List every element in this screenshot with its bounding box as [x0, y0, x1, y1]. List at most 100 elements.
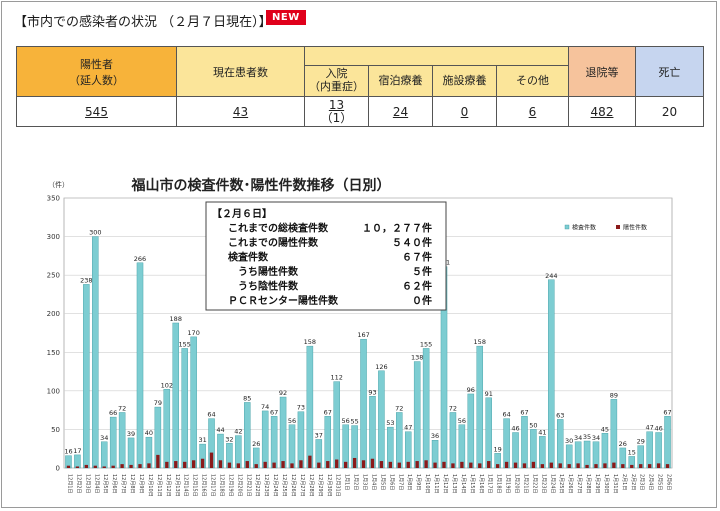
legend-swatch-positive [616, 225, 620, 229]
test-count-bar [360, 338, 367, 469]
header-hotel-label: 宿泊療養 [378, 73, 423, 87]
test-count-data-label: 45 [601, 425, 609, 433]
x-tick-label: 1月13日 [451, 474, 457, 494]
x-tick-label: 2月4日 [648, 474, 654, 490]
test-count-data-label: 53 [386, 419, 394, 427]
test-count-data-label: 55 [350, 418, 358, 426]
test-count-data-label: 31 [198, 436, 206, 444]
positive-count-bar [531, 461, 536, 468]
value-positive: 545 [16, 96, 177, 127]
test-count-data-label: 16 [64, 448, 72, 456]
header-discharged: 退院等 [568, 46, 636, 97]
value-positive-text: 545 [85, 104, 108, 119]
test-count-data-label: 102 [161, 381, 173, 389]
test-count-bar [270, 416, 278, 469]
positive-count-bar [630, 464, 634, 468]
test-count-bar [190, 336, 197, 469]
test-count-data-label: 34 [100, 434, 108, 442]
positive-count-bar [594, 464, 598, 468]
positive-count-bar [147, 463, 151, 468]
infection-status-table: 陽性者 （延人数） 現在患者数 退院等 死亡 入院 （内重症） 宿泊療養 施設療… [16, 46, 704, 127]
positive-count-bar [397, 462, 401, 468]
header-other: その他 [496, 65, 569, 97]
legend-swatch-tests [564, 224, 570, 230]
x-tick-label: 12月29日 [317, 474, 323, 497]
x-tick-label: 1月22日 [531, 474, 537, 494]
test-count-data-label: 42 [234, 428, 242, 436]
positive-count-bar [415, 461, 419, 468]
summary-line-label: これまでの総検査件数 [228, 222, 329, 235]
positive-count-bar [236, 463, 241, 468]
test-count-data-label: 26 [619, 440, 627, 448]
positive-count-bar [513, 462, 518, 468]
header-hotel: 宿泊療養 [368, 65, 433, 97]
test-count-data-label: 30 [565, 437, 573, 445]
x-tick-label: 1月25日 [558, 474, 564, 494]
header-current-breakdown-bar [304, 46, 569, 66]
positive-count-bar [120, 464, 124, 468]
positive-count-bar [93, 465, 97, 468]
positive-count-bar [549, 462, 553, 468]
test-count-data-label: 91 [485, 390, 493, 398]
summary-line-label: うち陽性件数 [228, 265, 299, 278]
positive-count-bar [522, 463, 527, 468]
test-count-data-label: 29 [637, 438, 645, 446]
positive-count-bar [129, 464, 133, 468]
header-hospital: 入院 （内重症） [304, 65, 369, 97]
summary-line-label: 検査件数 [228, 251, 269, 264]
test-count-data-label: 155 [178, 340, 190, 348]
x-tick-label: 12月18日 [218, 474, 224, 497]
test-count-bar [449, 412, 457, 469]
x-tick-label: 12月25日 [281, 474, 287, 497]
summary-line-value: ５件 [412, 265, 432, 278]
test-count-data-label: 19 [494, 445, 502, 453]
test-count-data-label: 15 [628, 448, 636, 456]
test-count-data-label: 37 [315, 431, 323, 439]
x-tick-label: 12月24日 [272, 474, 278, 497]
value-other-text: 6 [528, 104, 537, 119]
test-count-bar [503, 418, 510, 469]
test-count-data-label: 34 [574, 434, 582, 442]
test-count-bar [539, 436, 546, 469]
positive-count-bar [174, 461, 178, 468]
y-tick-label: 250 [47, 272, 60, 280]
summary-line-label: ＰＣＲセンター陽性件数 [228, 294, 339, 307]
positive-count-bar [433, 462, 437, 468]
positive-count-bar [156, 454, 160, 468]
x-tick-label: 1月9日 [415, 474, 421, 490]
test-count-bar [646, 431, 653, 469]
x-tick-label: 1月24日 [549, 474, 555, 494]
positive-count-bar [370, 458, 375, 468]
positive-count-bar [326, 461, 330, 468]
x-tick-label: 12月15日 [192, 474, 198, 497]
test-count-bar [583, 440, 591, 469]
positive-count-bar [352, 457, 357, 468]
positive-count-bar [111, 465, 115, 468]
summary-line-value: ６２件 [402, 280, 432, 293]
positive-count-bar [245, 461, 249, 468]
test-count-data-label: 126 [375, 363, 387, 371]
x-tick-label: 1月2日 [353, 474, 359, 490]
positive-count-bar [469, 462, 473, 468]
x-tick-label: 1月30日 [603, 474, 609, 494]
test-count-data-label: 170 [187, 329, 199, 337]
positive-count-bar [75, 466, 80, 468]
header-discharged-label: 退院等 [585, 65, 619, 79]
positive-count-bar [406, 461, 410, 468]
test-count-data-label: 67 [270, 408, 278, 416]
test-count-data-label: 244 [545, 272, 557, 280]
x-tick-label: 1月15日 [469, 474, 475, 494]
test-count-data-label: 63 [556, 411, 564, 419]
x-tick-label: 1月28日 [585, 474, 591, 494]
positive-count-bar [254, 464, 258, 468]
test-count-bar [92, 236, 99, 469]
positive-count-bar [487, 461, 491, 468]
test-count-data-label: 79 [154, 399, 162, 407]
x-tick-label: 12月13日 [174, 474, 180, 497]
test-count-data-label: 17 [73, 447, 81, 455]
value-hospital-text: 13 [328, 97, 345, 112]
test-count-data-label: 47 [646, 424, 654, 432]
positive-count-bar [558, 463, 562, 468]
y-tick-label: 350 [47, 195, 60, 203]
summary-line-value: ０件 [412, 294, 432, 307]
